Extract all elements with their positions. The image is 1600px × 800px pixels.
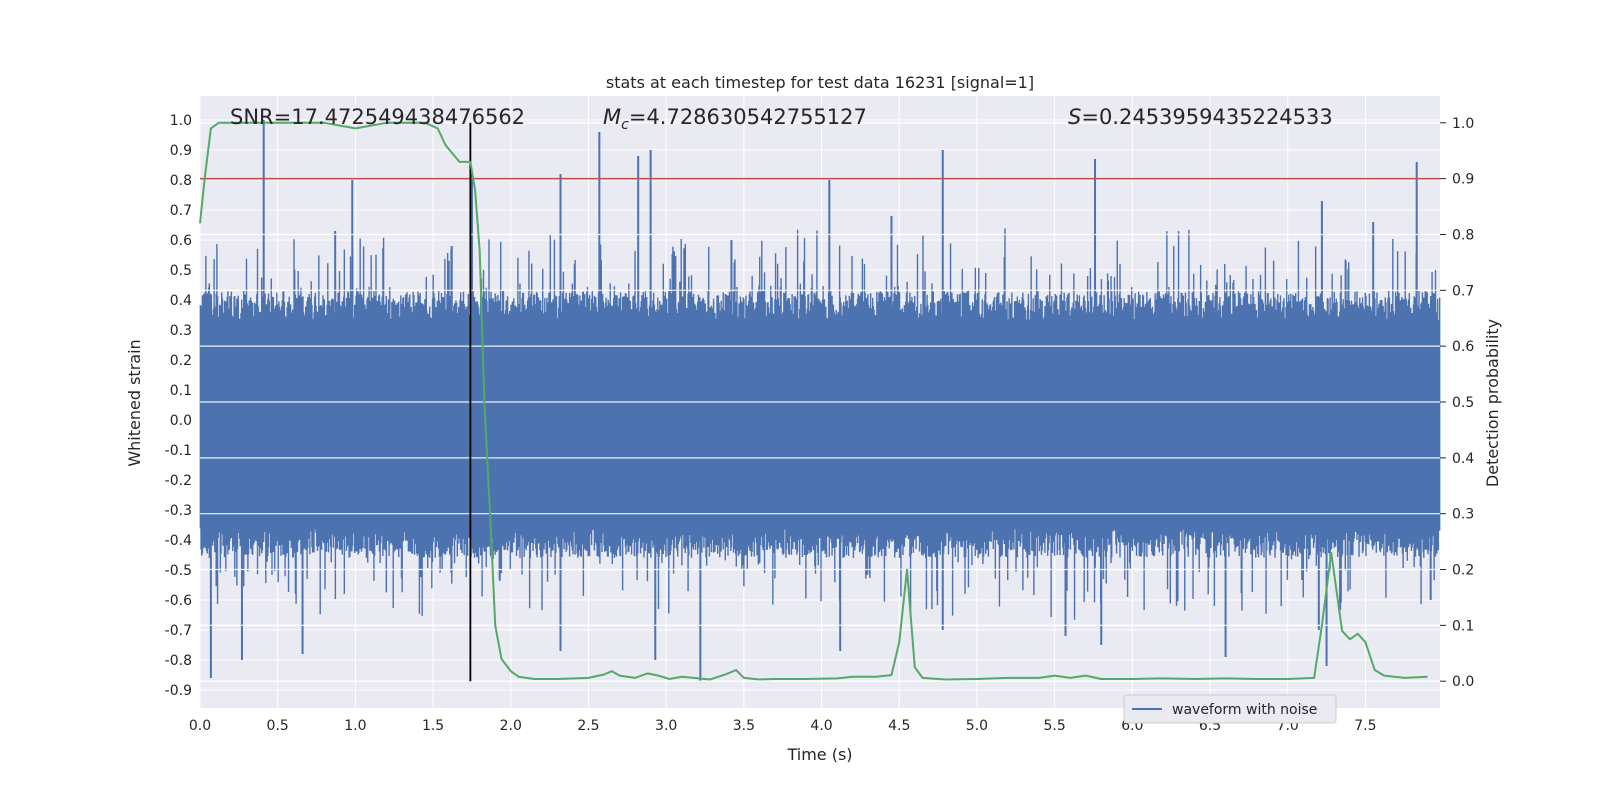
x-tick-label: 0.5 <box>267 718 289 734</box>
y-tick-label-right: 0.8 <box>1452 227 1474 243</box>
y-tick-label-left: -0.4 <box>165 533 192 549</box>
y-tick-label-right: 0.0 <box>1452 674 1474 690</box>
y-tick-label-left: -0.2 <box>165 473 192 489</box>
x-tick-label: 2.5 <box>577 718 599 734</box>
y-tick-label-right: 0.3 <box>1452 507 1474 523</box>
y-tick-label-left: 0.5 <box>170 263 192 279</box>
y-tick-label-left: -0.3 <box>165 503 192 519</box>
y-tick-label-right: 0.4 <box>1452 451 1474 467</box>
y-tick-label-left: -0.5 <box>165 563 192 579</box>
x-tick-label: 3.0 <box>655 718 677 734</box>
y-tick-label-left: 0.8 <box>170 173 192 189</box>
marks-layer <box>199 120 1441 682</box>
x-tick-label: 7.5 <box>1354 718 1376 734</box>
chirp-mass-symbol: M <box>603 105 621 129</box>
snr-annotation: SNR=17.472549438476562 <box>230 105 525 129</box>
y-axis-label-left: Whitened strain <box>125 339 144 466</box>
legend-label-waveform: waveform with noise <box>1172 702 1317 718</box>
x-tick-label: 1.5 <box>422 718 444 734</box>
x-tick-label: 2.0 <box>500 718 522 734</box>
y-tick-label-right: 0.7 <box>1452 283 1474 299</box>
y-tick-label-left: -0.8 <box>165 653 192 669</box>
y-tick-label-left: -0.9 <box>165 683 192 699</box>
y-tick-label-right: 0.9 <box>1452 172 1474 188</box>
x-tick-label: 3.5 <box>733 718 755 734</box>
x-tick-label: 5.0 <box>966 718 988 734</box>
s-value: =0.2453959435224533 <box>1081 105 1332 129</box>
x-axis-label: Time (s) <box>786 745 852 764</box>
waveform-core-band <box>200 321 1440 528</box>
legend: waveform with noise <box>1123 694 1337 724</box>
y-tick-label-left: 0.4 <box>170 293 192 309</box>
y-tick-label-right: 0.1 <box>1452 618 1474 634</box>
y-axis-label-right: Detection probability <box>1483 319 1502 487</box>
y-tick-label-left: -0.7 <box>165 623 192 639</box>
y-tick-label-left: 0.6 <box>170 233 192 249</box>
detection-probability-line <box>199 121 1428 681</box>
chart-title: stats at each timestep for test data 162… <box>606 73 1034 92</box>
y-tick-label-left: -0.1 <box>165 443 192 459</box>
y-tick-label-left: 0.2 <box>170 353 192 369</box>
legend-box <box>1123 694 1337 724</box>
s-annotation: S=0.2453959435224533 <box>1068 105 1333 129</box>
x-tick-label: 4.5 <box>888 718 910 734</box>
x-tick-label: 0.0 <box>189 718 211 734</box>
x-tick-label: 4.0 <box>810 718 832 734</box>
x-tick-label: 1.0 <box>344 718 366 734</box>
y-tick-label-left: 0.1 <box>170 383 192 399</box>
y-tick-label-left: 1.0 <box>170 113 192 129</box>
s-symbol: S <box>1068 105 1081 129</box>
y-tick-label-left: 0.9 <box>170 143 192 159</box>
y-tick-label-right: 1.0 <box>1452 116 1474 132</box>
y-tick-label-right: 0.5 <box>1452 395 1474 411</box>
y-tick-label-left: 0.0 <box>170 413 192 429</box>
x-tick-label: 5.5 <box>1044 718 1066 734</box>
y-tick-label-left: 0.7 <box>170 203 192 219</box>
y-tick-label-right: 0.2 <box>1452 563 1474 579</box>
y-tick-label-right: 0.6 <box>1452 339 1474 355</box>
chirp-mass-subscript: c <box>621 117 629 133</box>
chirp-mass-annotation: Mc=4.728630542755127 <box>603 105 867 133</box>
y-tick-label-left: -0.6 <box>165 593 192 609</box>
chirp-mass-value: =4.728630542755127 <box>629 105 867 129</box>
y-tick-label-left: 0.3 <box>170 323 192 339</box>
